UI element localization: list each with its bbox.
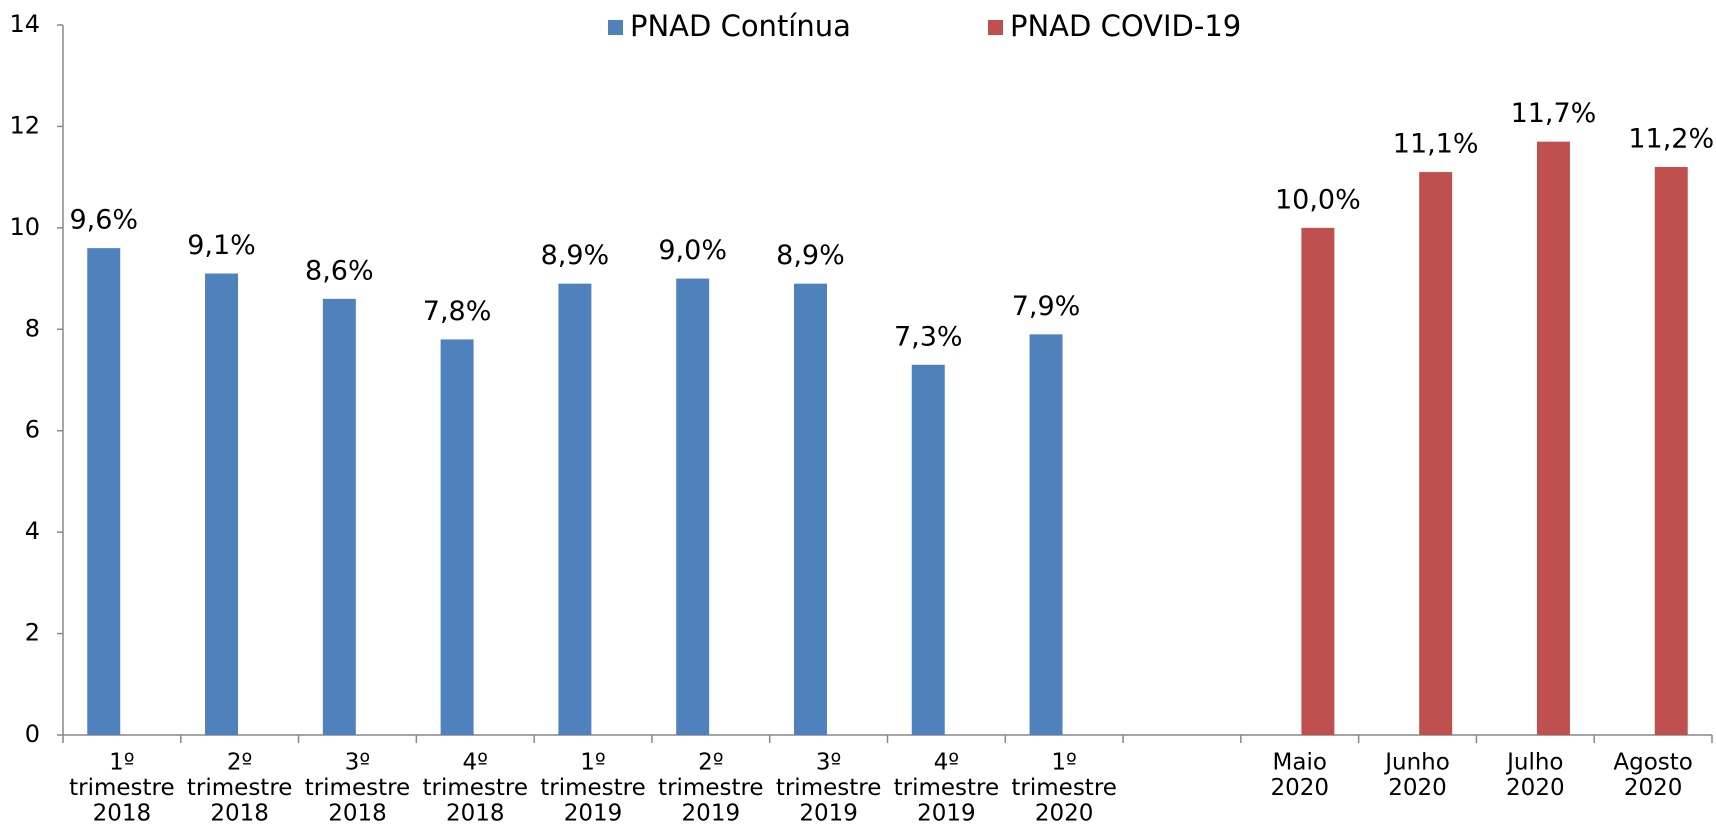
- y-tick-label: 8: [25, 314, 40, 342]
- x-tick-label: 2º: [227, 750, 252, 776]
- x-tick-label: 2018: [446, 801, 505, 827]
- x-tick-label: 2020: [1035, 801, 1094, 827]
- x-tick-label: 3º: [345, 750, 370, 776]
- x-tick-label: 1º: [580, 750, 605, 776]
- y-tick-label: 0: [25, 720, 40, 748]
- x-tick-label: trimestre: [658, 775, 764, 801]
- data-label: 11,7%: [1511, 98, 1597, 129]
- data-label: 9,1%: [187, 230, 256, 261]
- x-tick-label: 2018: [328, 801, 387, 827]
- data-label: 8,9%: [541, 240, 610, 271]
- x-tick-label: Agosto: [1613, 750, 1692, 776]
- bar: [558, 283, 592, 735]
- x-tick-label: 2020: [1270, 775, 1329, 801]
- x-tick-label: trimestre: [894, 775, 1000, 801]
- x-tick-label: 2018: [210, 801, 269, 827]
- legend-swatch: [988, 20, 1003, 35]
- bar: [676, 278, 710, 735]
- y-tick-label: 6: [25, 416, 40, 444]
- x-tick-label: trimestre: [776, 775, 882, 801]
- x-tick-label: 2019: [799, 801, 858, 827]
- x-tick-label: Julho: [1505, 750, 1563, 776]
- data-label: 11,2%: [1628, 124, 1714, 155]
- x-tick-label: trimestre: [540, 775, 646, 801]
- x-tick-label: Maio: [1273, 750, 1327, 776]
- y-tick-label: 2: [25, 619, 40, 647]
- x-tick-label: 2019: [682, 801, 741, 827]
- x-tick-label: 2020: [1624, 775, 1683, 801]
- bar: [1536, 141, 1570, 736]
- x-tick-label: 2019: [564, 801, 623, 827]
- y-tick-label: 12: [9, 111, 40, 139]
- bar: [322, 298, 356, 735]
- x-tick-label: 2018: [93, 801, 152, 827]
- data-label: 11,1%: [1393, 129, 1479, 160]
- legend-label: PNAD Contínua: [630, 9, 851, 43]
- data-label: 9,6%: [69, 205, 138, 236]
- x-tick-label: trimestre: [422, 775, 528, 801]
- data-label: 9,0%: [658, 235, 727, 266]
- y-tick-label: 14: [9, 10, 40, 38]
- data-label: 8,9%: [776, 240, 845, 271]
- legend-label: PNAD COVID-19: [1010, 9, 1241, 43]
- x-tick-label: trimestre: [69, 775, 175, 801]
- data-label: 8,6%: [305, 255, 374, 286]
- x-tick-label: 2020: [1388, 775, 1447, 801]
- x-tick-label: 4º: [463, 750, 488, 776]
- bar: [1419, 172, 1453, 736]
- x-tick-label: 4º: [934, 750, 959, 776]
- bar: [87, 248, 121, 735]
- x-tick-label: Junho: [1383, 750, 1450, 776]
- x-tick-label: 1º: [1051, 750, 1076, 776]
- x-tick-label: 2020: [1506, 775, 1565, 801]
- bar: [1301, 227, 1335, 735]
- bar: [911, 364, 945, 735]
- bar: [1029, 334, 1063, 735]
- x-tick-label: 2019: [917, 801, 976, 827]
- data-label: 7,9%: [1012, 291, 1081, 322]
- data-label: 7,3%: [894, 321, 963, 352]
- data-label: 7,8%: [423, 296, 492, 327]
- x-tick-label: trimestre: [1011, 775, 1117, 801]
- x-tick-label: 2º: [698, 750, 723, 776]
- y-tick-label: 10: [9, 213, 40, 241]
- x-tick-label: 1º: [109, 750, 134, 776]
- bar: [793, 283, 827, 735]
- x-tick-label: 3º: [816, 750, 841, 776]
- y-tick-label: 4: [25, 517, 40, 545]
- bar: [205, 273, 239, 735]
- bar: [440, 339, 474, 735]
- data-label: 10,0%: [1275, 184, 1361, 215]
- legend-swatch: [608, 20, 623, 35]
- x-tick-label: trimestre: [187, 775, 293, 801]
- x-tick-label: trimestre: [305, 775, 411, 801]
- bar: [1654, 167, 1688, 735]
